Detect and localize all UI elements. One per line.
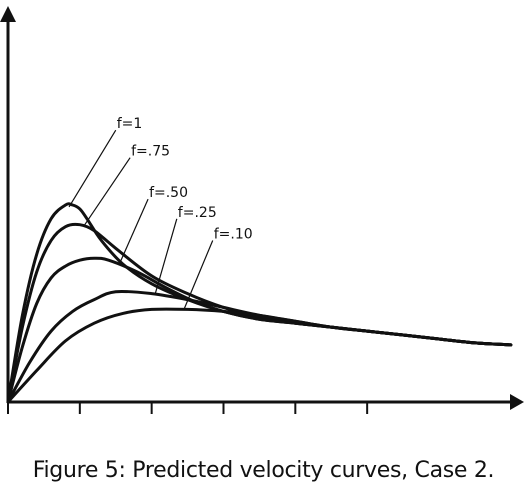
chart-axes xyxy=(0,6,524,410)
curve-label-5: f=.10 xyxy=(214,226,253,242)
curve-series-5 xyxy=(6,307,513,404)
curve-series-4 xyxy=(6,289,513,404)
curve-labels: f=1 f=.75 f=.50 f=.25 f=.10 xyxy=(117,116,253,242)
x-axis-arrow xyxy=(510,394,524,410)
leader-line-1 xyxy=(68,129,117,208)
curve-label-4: f=.25 xyxy=(178,205,217,221)
curve-label-2: f=.75 xyxy=(131,144,170,160)
leader-line-3 xyxy=(118,198,149,265)
curve-label-3: f=.50 xyxy=(149,185,188,201)
x-axis-ticks xyxy=(7,402,369,414)
y-axis-arrow xyxy=(0,6,16,22)
leader-line-4 xyxy=(154,218,178,294)
velocity-curves xyxy=(6,202,513,404)
label-leader-lines xyxy=(68,129,214,310)
leader-line-5 xyxy=(183,240,214,310)
curve-series-2 xyxy=(6,222,513,404)
curve-label-1: f=1 xyxy=(117,116,143,132)
figure-caption: Figure 5: Predicted velocity curves, Cas… xyxy=(32,458,495,483)
curve-series-1 xyxy=(6,202,513,404)
leader-line-2 xyxy=(82,157,131,228)
